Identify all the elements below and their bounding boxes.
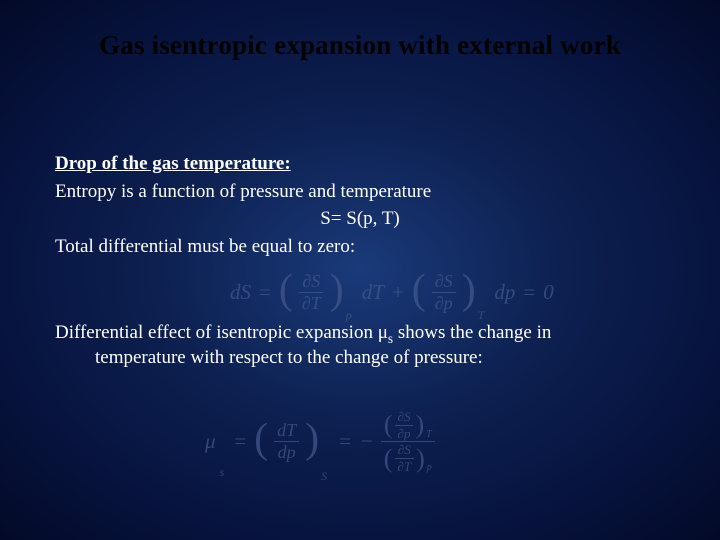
mu-paragraph: Differential effect of isentropic expans… xyxy=(55,320,665,371)
mu-text-1: Differential effect of isentropic expans… xyxy=(55,322,388,343)
mu-text-line2: temperature with respect to the change o… xyxy=(55,345,665,371)
slide: dS= ( ∂S∂T )p dT+ ( ∂S∂p )T dp=0 μs= ( d… xyxy=(0,0,720,540)
slide-title: Gas isentropic expansion with external w… xyxy=(55,30,665,61)
entropy-line: Entropy is a function of pressure and te… xyxy=(55,179,665,205)
slide-body: Drop of the gas temperature: Entropy is … xyxy=(55,151,665,371)
sp-equation: S= S(p, T) xyxy=(55,206,665,232)
equation-watermark-ds: dS= ( ∂S∂T )p dT+ ( ∂S∂p )T dp=0 xyxy=(230,272,554,313)
total-diff-line: Total differential must be equal to zero… xyxy=(55,234,665,260)
drop-heading: Drop of the gas temperature: xyxy=(55,151,665,177)
mu-text-2: shows the change in xyxy=(393,322,551,343)
equation-watermark-mu: μs= ( dTdp )S =− ( ∂S∂p )T ( ∂S∂T )p xyxy=(205,410,435,474)
